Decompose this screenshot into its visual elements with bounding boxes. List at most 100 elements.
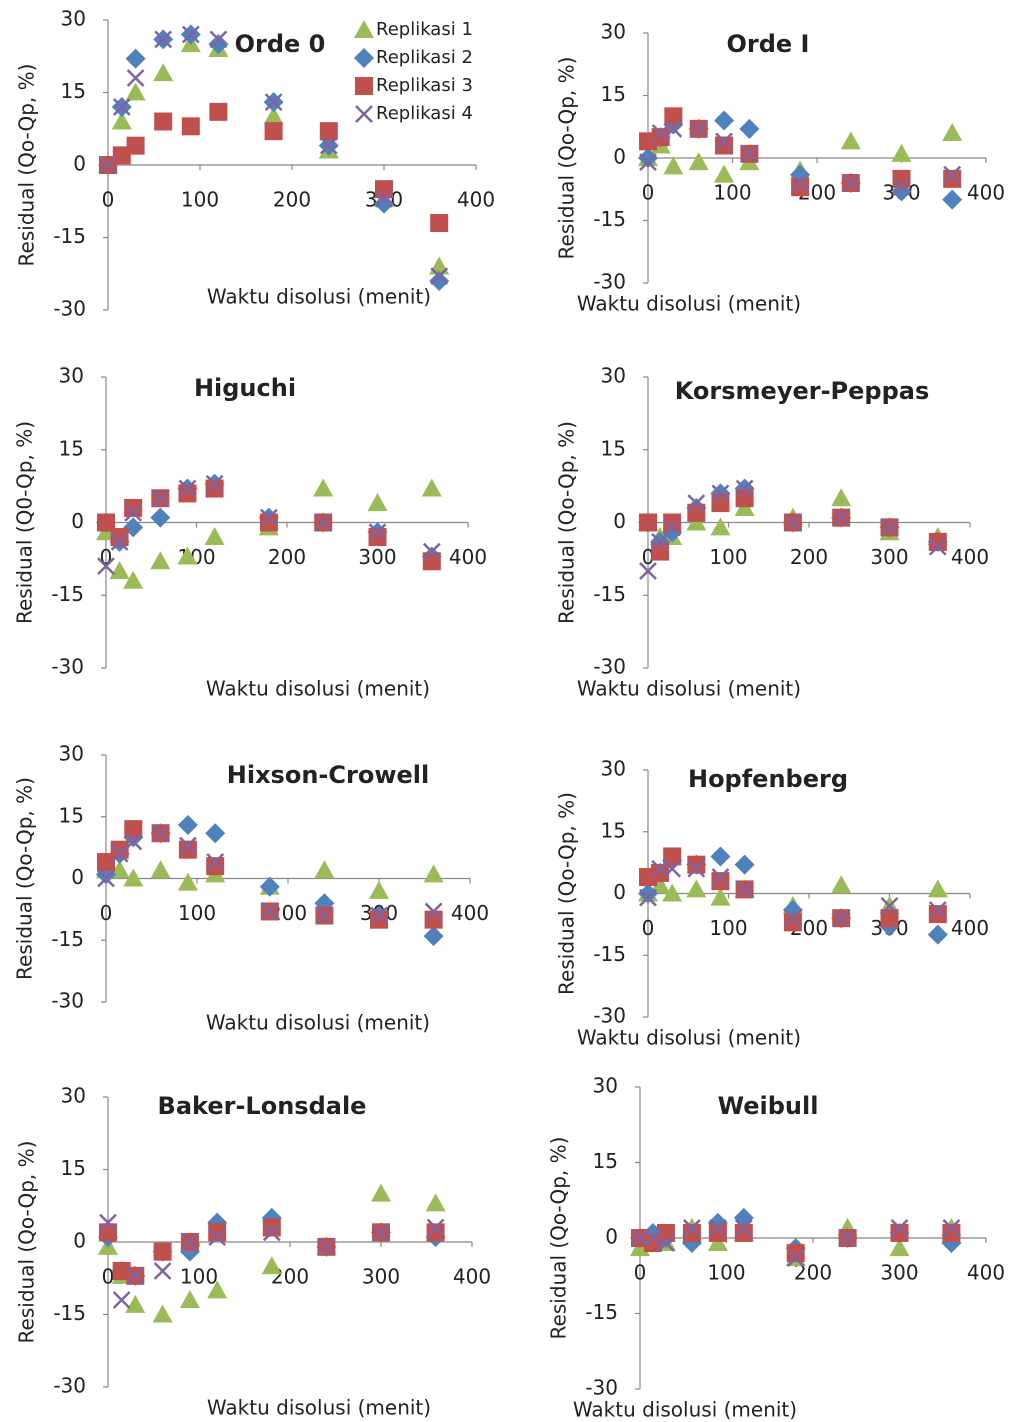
point [372,1223,390,1242]
point [791,178,810,197]
point [110,533,129,551]
point [99,1213,117,1232]
point [710,846,731,867]
point [682,1223,701,1242]
point [124,498,143,517]
point [735,880,754,899]
y-tick-label: 0 [613,509,626,533]
point [650,875,671,894]
point [368,528,387,547]
y-tick-label: 15 [601,436,626,460]
point [125,48,146,69]
point [204,527,225,546]
point [429,271,450,291]
point [370,910,388,929]
point [124,503,143,522]
point [181,117,200,136]
x-tick-label: 100 [713,181,751,205]
y-tick-label: 15 [593,1149,618,1173]
x-tick-label: 300 [362,1265,400,1289]
point [638,148,658,168]
legend-marker [354,20,374,38]
x-axis-label: Waktu disolusi (menit) [577,292,801,316]
point [735,489,754,508]
y-tick-label: 0 [71,509,84,533]
x-tick-label: 400 [967,181,1005,205]
x-tick-label: 100 [180,1265,218,1289]
y-tick-label: 0 [73,152,86,176]
point [263,106,284,125]
x-axis-label: Waktu disolusi (menit) [577,677,801,701]
x-axis-label: Waktu disolusi (menit) [206,1011,430,1035]
point [262,1223,281,1242]
y-tick-label: -15 [585,1300,618,1324]
point [124,820,143,839]
point [205,479,224,498]
point [651,124,670,142]
y-tick-label: 15 [601,82,626,106]
x-tick-label: 300 [870,545,908,569]
y-tick-label: 15 [61,1156,86,1180]
point [734,1223,753,1242]
y-tick-label: -15 [593,207,626,231]
point [734,1219,753,1237]
y-tick-label: -30 [51,989,84,1013]
x-tick-label: 100 [707,1261,745,1285]
point [714,164,735,183]
point [889,1238,910,1257]
y-tick-label: -30 [53,297,86,321]
point [683,1219,701,1237]
point [261,1256,282,1275]
y-axis-label: Residual (Qo-Qp, %) [555,57,579,260]
x-tick-label: 0 [102,188,115,212]
point [880,518,899,537]
point [840,131,861,150]
point [715,136,734,155]
point [124,832,143,851]
point [205,823,226,844]
point [639,153,657,172]
x-axis-label: Waktu disolusi (menit) [577,1026,801,1050]
point [662,883,683,902]
legend-marker [355,77,373,95]
y-tick-label: -30 [585,1376,618,1400]
chart-title: Orde 0 [235,30,326,58]
y-tick-label: 15 [59,436,84,460]
point [314,513,333,532]
x-tick-label: 400 [457,188,495,212]
x-tick-label: 400 [451,901,489,925]
point [943,169,962,188]
chart-panel: -30-15015300100200300400HopfenbergWaktu … [555,757,990,1050]
y-tick-label: 30 [59,364,84,388]
y-axis-label: Residual (Qo-Qp, %) [13,777,37,980]
point [784,909,802,928]
chart-title: Hixson-Crowell [227,761,429,789]
point [430,267,449,286]
point [178,484,197,503]
point [150,860,171,879]
point [150,551,171,570]
point [708,1223,727,1242]
point [259,513,278,532]
y-tick-label: 15 [61,79,86,103]
y-tick-label: -15 [53,1301,86,1325]
y-axis-label: Residual (Qo-Qp, %) [15,64,39,267]
point [423,864,444,883]
point [943,165,962,184]
point [319,122,338,141]
y-tick-label: -30 [51,655,84,679]
point [892,178,911,197]
point [891,143,912,162]
point [112,1291,131,1309]
point [708,1219,727,1237]
y-tick-label: -30 [593,1004,626,1028]
point [664,119,683,138]
point [786,1249,805,1268]
x-axis-label: Waktu disolusi (menit) [207,1396,431,1420]
point [710,517,731,536]
legend-label: Replikasi 4 [376,103,473,124]
y-tick-label: -15 [593,582,626,606]
point [657,1234,675,1252]
point [711,494,730,513]
